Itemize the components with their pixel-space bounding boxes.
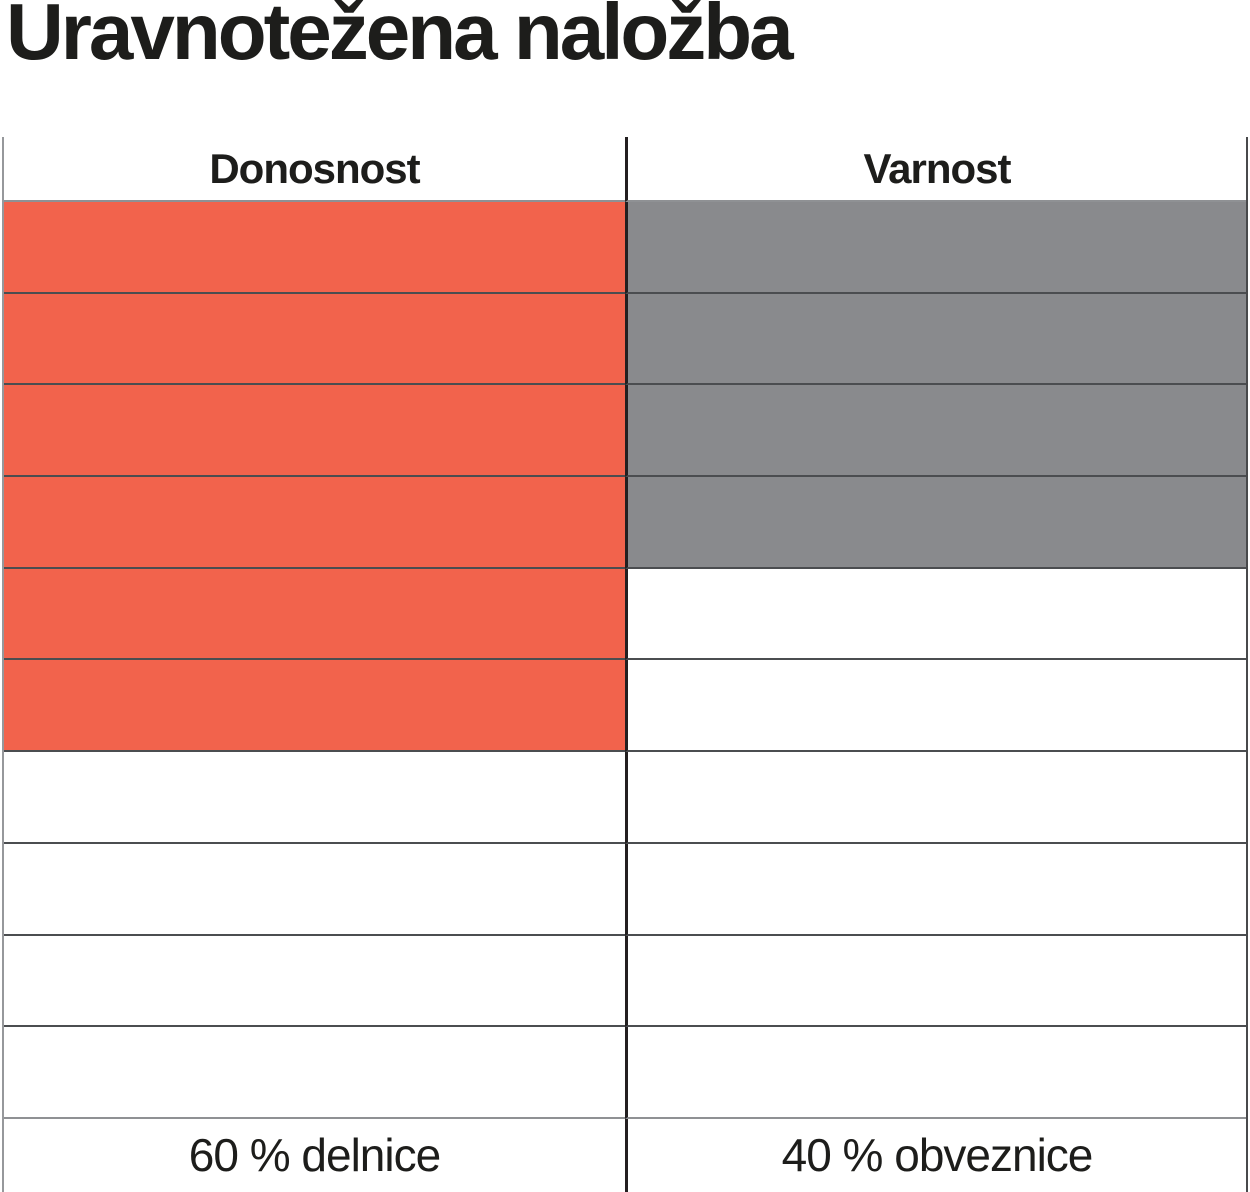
grid-cell-varnost-row-2 <box>625 293 1246 386</box>
grid-cell-donosnost-row-3 <box>4 385 625 478</box>
grid-cell-donosnost-row-8 <box>4 843 625 936</box>
grid-cell-varnost-row-10 <box>625 1027 1246 1119</box>
grid-cell-varnost-row-6 <box>625 660 1246 753</box>
grid-cell-varnost-row-5 <box>625 568 1246 661</box>
grid-cell-donosnost-row-7 <box>4 752 625 844</box>
grid-cell-varnost-row-1 <box>625 202 1246 294</box>
page-title: Uravnotežena naložba <box>6 0 794 76</box>
grid-cell-varnost-row-9 <box>625 935 1246 1028</box>
grid-cell-donosnost-row-10 <box>4 1027 625 1119</box>
grid-cell-varnost-row-8 <box>625 843 1246 936</box>
grid-cell-varnost-row-7 <box>625 752 1246 844</box>
allocation-grid: Donosnost Varnost 60 % delnice 40 % obve… <box>2 137 1248 1192</box>
column-header-donosnost: Donosnost <box>4 137 625 202</box>
grid-cell-donosnost-row-2 <box>4 293 625 386</box>
grid-cell-donosnost-row-9 <box>4 935 625 1028</box>
grid-cell-donosnost-row-1 <box>4 202 625 294</box>
column-header-varnost: Varnost <box>625 137 1246 202</box>
grid-cell-donosnost-row-6 <box>4 660 625 753</box>
footer-label-delnice: 60 % delnice <box>4 1118 625 1192</box>
grid-cell-varnost-row-4 <box>625 477 1246 569</box>
grid-cell-varnost-row-3 <box>625 385 1246 478</box>
footer-label-obveznice: 40 % obveznice <box>625 1118 1246 1192</box>
grid-cell-donosnost-row-5 <box>4 568 625 661</box>
grid-cell-donosnost-row-4 <box>4 477 625 569</box>
